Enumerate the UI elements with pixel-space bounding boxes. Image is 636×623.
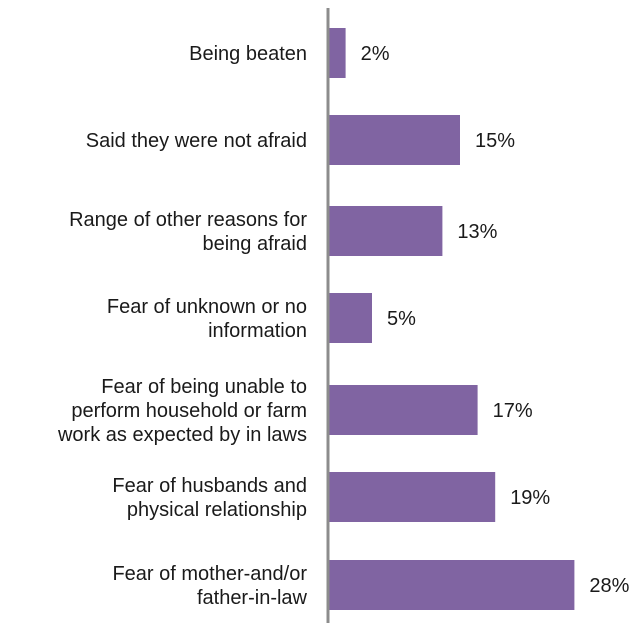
value-labels-group: 2% 15% 13% 5% 17% 19% 28% (361, 43, 630, 597)
category-label-2: Range of other reasons for being afraid (69, 209, 307, 255)
category-label-0: Being beaten (189, 43, 307, 65)
bar-0 (328, 28, 346, 78)
bar-3 (328, 293, 372, 343)
bar-4 (328, 385, 478, 435)
value-label-2: 13% (457, 221, 497, 243)
value-label-1: 15% (475, 130, 515, 152)
value-label-3: 5% (387, 308, 416, 330)
bars-group (328, 28, 575, 610)
category-label-6: Fear of mother-and/or father-in-law (112, 563, 307, 609)
bar-1 (328, 115, 460, 165)
bar-2 (328, 206, 443, 256)
value-label-5: 19% (510, 487, 550, 509)
category-label-3: Fear of unknown or no information (107, 296, 307, 342)
value-label-6: 28% (589, 575, 629, 597)
bar-5 (328, 472, 496, 522)
category-label-1: Said they were not afraid (86, 130, 307, 152)
category-label-5: Fear of husbands and physical relationshi… (112, 475, 307, 521)
value-label-0: 2% (361, 43, 390, 65)
value-label-4: 17% (493, 400, 533, 422)
category-labels-group: Being beaten Said they were not afraid Ran… (57, 43, 308, 609)
category-label-4: Fear of being unable to perform household… (57, 376, 307, 446)
bar-6 (328, 560, 575, 610)
